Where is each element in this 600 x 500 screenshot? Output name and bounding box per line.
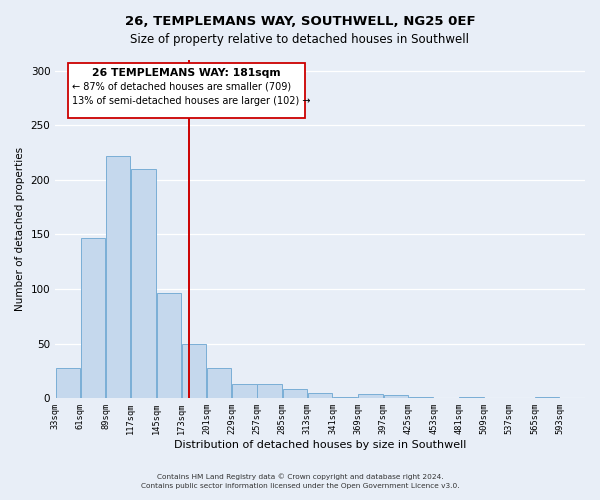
Text: ← 87% of detached houses are smaller (709): ← 87% of detached houses are smaller (70… [72,82,292,92]
Bar [358,394,383,398]
Text: 26, TEMPLEMANS WAY, SOUTHWELL, NG25 0EF: 26, TEMPLEMANS WAY, SOUTHWELL, NG25 0EF [125,15,475,28]
Bar [157,294,181,398]
Text: 26 TEMPLEMANS WAY: 181sqm: 26 TEMPLEMANS WAY: 181sqm [92,68,281,78]
Bar [383,395,408,398]
Y-axis label: Number of detached properties: Number of detached properties [15,147,25,311]
Bar [182,344,206,398]
Text: Size of property relative to detached houses in Southwell: Size of property relative to detached ho… [131,32,470,46]
Bar [308,392,332,398]
Bar [232,384,257,398]
Bar [283,390,307,398]
X-axis label: Distribution of detached houses by size in Southwell: Distribution of detached houses by size … [174,440,466,450]
Bar [409,397,433,398]
Text: Contains HM Land Registry data © Crown copyright and database right 2024.
Contai: Contains HM Land Registry data © Crown c… [140,474,460,489]
Bar [131,169,155,398]
Bar [81,238,105,398]
Bar [257,384,282,398]
Bar [333,397,358,398]
Text: 13% of semi-detached houses are larger (102) →: 13% of semi-detached houses are larger (… [72,96,311,106]
FancyBboxPatch shape [68,64,305,118]
Bar [535,397,559,398]
Bar [56,368,80,398]
Bar [207,368,232,398]
Bar [459,397,484,398]
Bar [106,156,130,398]
